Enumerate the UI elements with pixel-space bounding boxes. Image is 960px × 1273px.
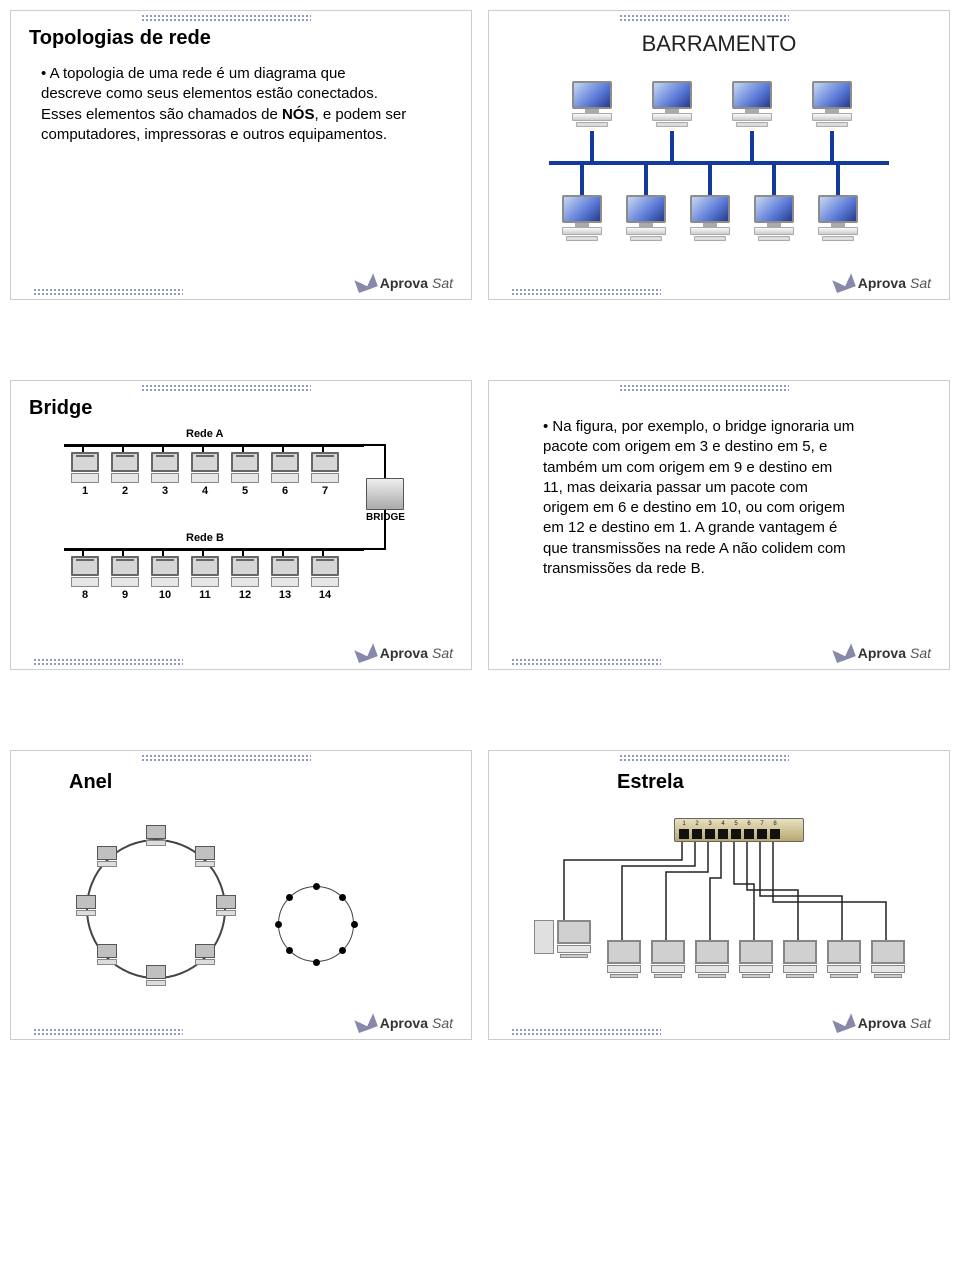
bridge-label: BRIDGE [366, 512, 405, 523]
ring-schematic-node [313, 883, 320, 890]
logo: AprovaSat [356, 1015, 453, 1031]
logo: AprovaSat [356, 645, 453, 661]
bridge-node: 2 [108, 452, 142, 497]
ring-schematic-node [286, 947, 293, 954]
bridge-device [366, 478, 404, 510]
ring-node [193, 846, 217, 874]
decorative-dots-bottom [33, 658, 183, 666]
decorative-dots-bottom [33, 288, 183, 296]
bridge-node: 11 [188, 556, 222, 601]
ring-node [95, 944, 119, 972]
decorative-dots-top [141, 754, 311, 762]
bus-node [815, 195, 861, 245]
bus-topology-diagram [539, 75, 899, 255]
bridge-node: 3 [148, 452, 182, 497]
star-node [780, 940, 820, 978]
ring-node [193, 944, 217, 972]
bridge-node: 7 [308, 452, 342, 497]
logo: AprovaSat [834, 275, 931, 291]
logo: AprovaSat [356, 275, 453, 291]
slide-bridge-diagram: Bridge Rede A1234567BRIDGERede B89101112… [10, 380, 472, 670]
bridge-node: 8 [68, 556, 102, 601]
star-node [824, 940, 864, 978]
decorative-dots-top [619, 754, 789, 762]
decorative-dots-bottom [511, 288, 661, 296]
decorative-dots-top [141, 384, 311, 392]
bridge-node: 9 [108, 556, 142, 601]
ring-node [95, 846, 119, 874]
bridge-node: 5 [228, 452, 262, 497]
ring-node [74, 895, 98, 923]
slide1-body: A topologia de uma rede é um diagrama qu… [29, 64, 411, 145]
slide5-title: Anel [69, 771, 453, 794]
bridge-node: 1 [68, 452, 102, 497]
slide-bridge-text: Na figura, por exemplo, o bridge ignorar… [488, 380, 950, 670]
bridge-node: 12 [228, 556, 262, 601]
ring-schematic-node [351, 921, 358, 928]
bus-node [687, 195, 733, 245]
star-node [736, 940, 776, 978]
ring-schematic-node [339, 947, 346, 954]
rede-a-label: Rede A [186, 428, 224, 440]
ring-schematic-node [275, 921, 282, 928]
slide1-nos: NÓS [282, 106, 315, 123]
decorative-dots-top [141, 14, 311, 22]
logo: AprovaSat [834, 645, 931, 661]
decorative-dots-bottom [511, 658, 661, 666]
decorative-dots-bottom [33, 1028, 183, 1036]
bus-node [649, 81, 695, 131]
bridge-node: 4 [188, 452, 222, 497]
star-topology-diagram: 12345678 [524, 810, 914, 1000]
slide-estrela: Estrela 12345678 AprovaSat [488, 750, 950, 1040]
ring-topology-diagram [61, 814, 421, 1004]
slide1-title: Topologias de rede [29, 27, 453, 50]
ring-node [144, 965, 168, 993]
slide4-body: Na figura, por exemplo, o bridge ignorar… [507, 417, 855, 579]
ring-schematic-node [339, 894, 346, 901]
bus-node [559, 195, 605, 245]
ring-schematic-node [313, 959, 320, 966]
bridge-topology-diagram: Rede A1234567BRIDGERede B891011121314 [56, 428, 426, 628]
star-node [868, 940, 908, 978]
star-node [648, 940, 688, 978]
bus-node [569, 81, 615, 131]
ring-node [144, 825, 168, 853]
slide-barramento: BARRAMENTO AprovaSat [488, 10, 950, 300]
star-node [604, 940, 644, 978]
decorative-dots-bottom [511, 1028, 661, 1036]
slide6-title: Estrela [617, 771, 931, 794]
star-node [692, 940, 732, 978]
slide-topologias: Topologias de rede A topologia de uma re… [10, 10, 472, 300]
decorative-dots-top [619, 384, 789, 392]
slide4-text: Na figura, por exemplo, o bridge ignorar… [543, 417, 855, 579]
bus-node [751, 195, 797, 245]
slide3-title: Bridge [29, 397, 453, 420]
decorative-dots-top [619, 14, 789, 22]
rede-b-label: Rede B [186, 532, 224, 544]
slide2-title: BARRAMENTO [507, 31, 931, 57]
bridge-node: 13 [268, 556, 302, 601]
slide-anel: Anel AprovaSat [10, 750, 472, 1040]
bridge-node: 6 [268, 452, 302, 497]
bridge-node: 14 [308, 556, 342, 601]
bus-node [809, 81, 855, 131]
bus-node [729, 81, 775, 131]
logo: AprovaSat [834, 1015, 931, 1031]
ring-node [214, 895, 238, 923]
bridge-node: 10 [148, 556, 182, 601]
ring-schematic-node [286, 894, 293, 901]
bus-node [623, 195, 669, 245]
